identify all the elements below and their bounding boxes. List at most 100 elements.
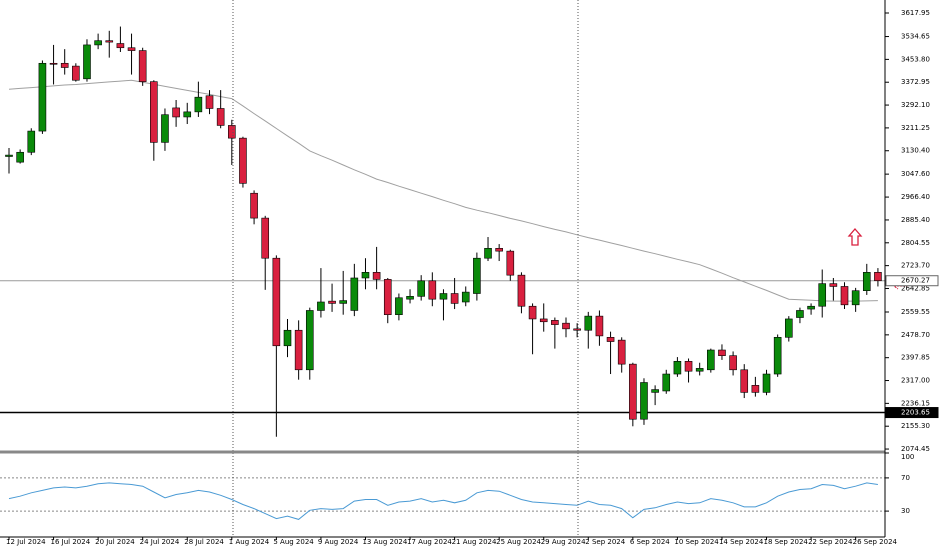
candle-body [127, 47, 136, 51]
candle-body [807, 305, 815, 310]
x-tick-label: 16 Jul 2024 [51, 538, 91, 546]
y-tick-label: 2723.70 [901, 262, 930, 270]
candle-body [862, 272, 871, 291]
candle-body [629, 363, 637, 420]
x-tick-label: 5 Aug 2024 [273, 538, 314, 546]
candle-body [183, 111, 192, 118]
candle-body [673, 361, 682, 375]
y-tick-label: 3292.10 [901, 101, 930, 109]
candle-body [239, 137, 247, 184]
x-tick-label: 9 Aug 2024 [318, 538, 359, 546]
candle-body [317, 301, 325, 311]
candle-body [606, 337, 615, 342]
candle-body [138, 50, 147, 82]
candle-body [294, 329, 303, 371]
candle-body [707, 349, 715, 371]
candle-body [361, 272, 370, 279]
candle-body [83, 44, 91, 80]
candle-body [450, 293, 459, 304]
candle-body [740, 369, 749, 393]
candle-body [874, 272, 882, 282]
price-level-box [885, 407, 939, 419]
candle-body [528, 305, 537, 320]
candle-body [417, 280, 425, 297]
candle-body [595, 315, 604, 337]
y-tick-label: 70 [901, 474, 910, 482]
candle-body [105, 40, 114, 43]
candle-body [718, 349, 726, 356]
y-tick-label: 2397.85 [901, 354, 930, 362]
candle-body [584, 315, 593, 331]
x-tick-label: 24 Jul 2024 [140, 538, 180, 546]
candle-body [796, 310, 804, 318]
candle-body [573, 328, 581, 331]
candle-body [840, 286, 849, 306]
y-tick-label: 2478.70 [901, 331, 930, 339]
candle-body [272, 257, 281, 347]
x-tick-label: 2 Sep 2024 [585, 538, 625, 546]
candle-body [640, 382, 648, 420]
candle-body [372, 272, 381, 280]
candle-body [339, 300, 348, 304]
oscillator-line [8, 482, 878, 520]
y-tick-label: 3453.80 [901, 55, 930, 63]
candle-body [395, 297, 403, 316]
candle-body [484, 248, 492, 259]
candle-body [194, 96, 203, 113]
candle-body [818, 283, 827, 307]
x-tick-label: 25 Aug 2024 [496, 538, 541, 546]
candle-body [695, 368, 704, 372]
y-tick-label: 3372.95 [901, 78, 930, 86]
candle-body [228, 125, 236, 139]
candle-body [27, 130, 36, 153]
x-tick-label: 1 Aug 2024 [229, 538, 270, 546]
candle-body [406, 296, 414, 300]
candle-body [684, 361, 693, 372]
x-tick-label: 12 Jul 2024 [6, 538, 46, 546]
price-level-label: 2670.27 [901, 277, 930, 285]
candle-body [5, 154, 13, 157]
x-tick-label: 26 Sep 2024 [853, 538, 898, 546]
candle-body [305, 310, 314, 371]
signal-arrow [847, 228, 863, 246]
candle-body [439, 293, 448, 300]
candle-body [383, 279, 392, 316]
x-tick-label: 22 Sep 2024 [808, 538, 853, 546]
candle-body [762, 373, 771, 393]
candle-body [784, 318, 793, 338]
y-tick-label: 2804.55 [901, 239, 930, 247]
x-tick-label: 29 Aug 2024 [541, 538, 586, 546]
candle-body [350, 277, 359, 311]
candle-body [662, 373, 671, 392]
candle-body [328, 300, 336, 304]
candle-body [617, 339, 626, 365]
candle-body [562, 322, 570, 330]
x-tick-label: 17 Aug 2024 [407, 538, 452, 546]
x-tick-label: 14 Sep 2024 [719, 538, 764, 546]
y-tick-label: 100 [901, 453, 914, 461]
candle-body [773, 337, 782, 375]
candle-body [94, 40, 102, 46]
x-tick-label: 18 Sep 2024 [764, 538, 809, 546]
y-tick-label: 3047.60 [901, 170, 930, 178]
y-tick-label: 3534.65 [901, 33, 930, 41]
candle-body [729, 355, 737, 371]
candle-body [60, 62, 69, 68]
y-tick-label: 30 [901, 507, 910, 515]
candle-body [473, 257, 481, 294]
y-tick-label: 2074.45 [901, 445, 930, 453]
y-tick-label: 2236.15 [901, 399, 930, 407]
candle-body [205, 95, 214, 109]
candle-body [16, 151, 24, 163]
y-tick-label: 2317.00 [901, 377, 930, 385]
price-level-box [885, 275, 939, 287]
candle-body [551, 320, 559, 325]
candle-body [72, 65, 80, 81]
x-tick-label: 21 Aug 2024 [452, 538, 497, 546]
candle-body [38, 62, 47, 132]
candle-body [506, 250, 515, 276]
candle-body [150, 81, 158, 143]
candle-body [751, 385, 760, 393]
candle-body [829, 283, 838, 287]
